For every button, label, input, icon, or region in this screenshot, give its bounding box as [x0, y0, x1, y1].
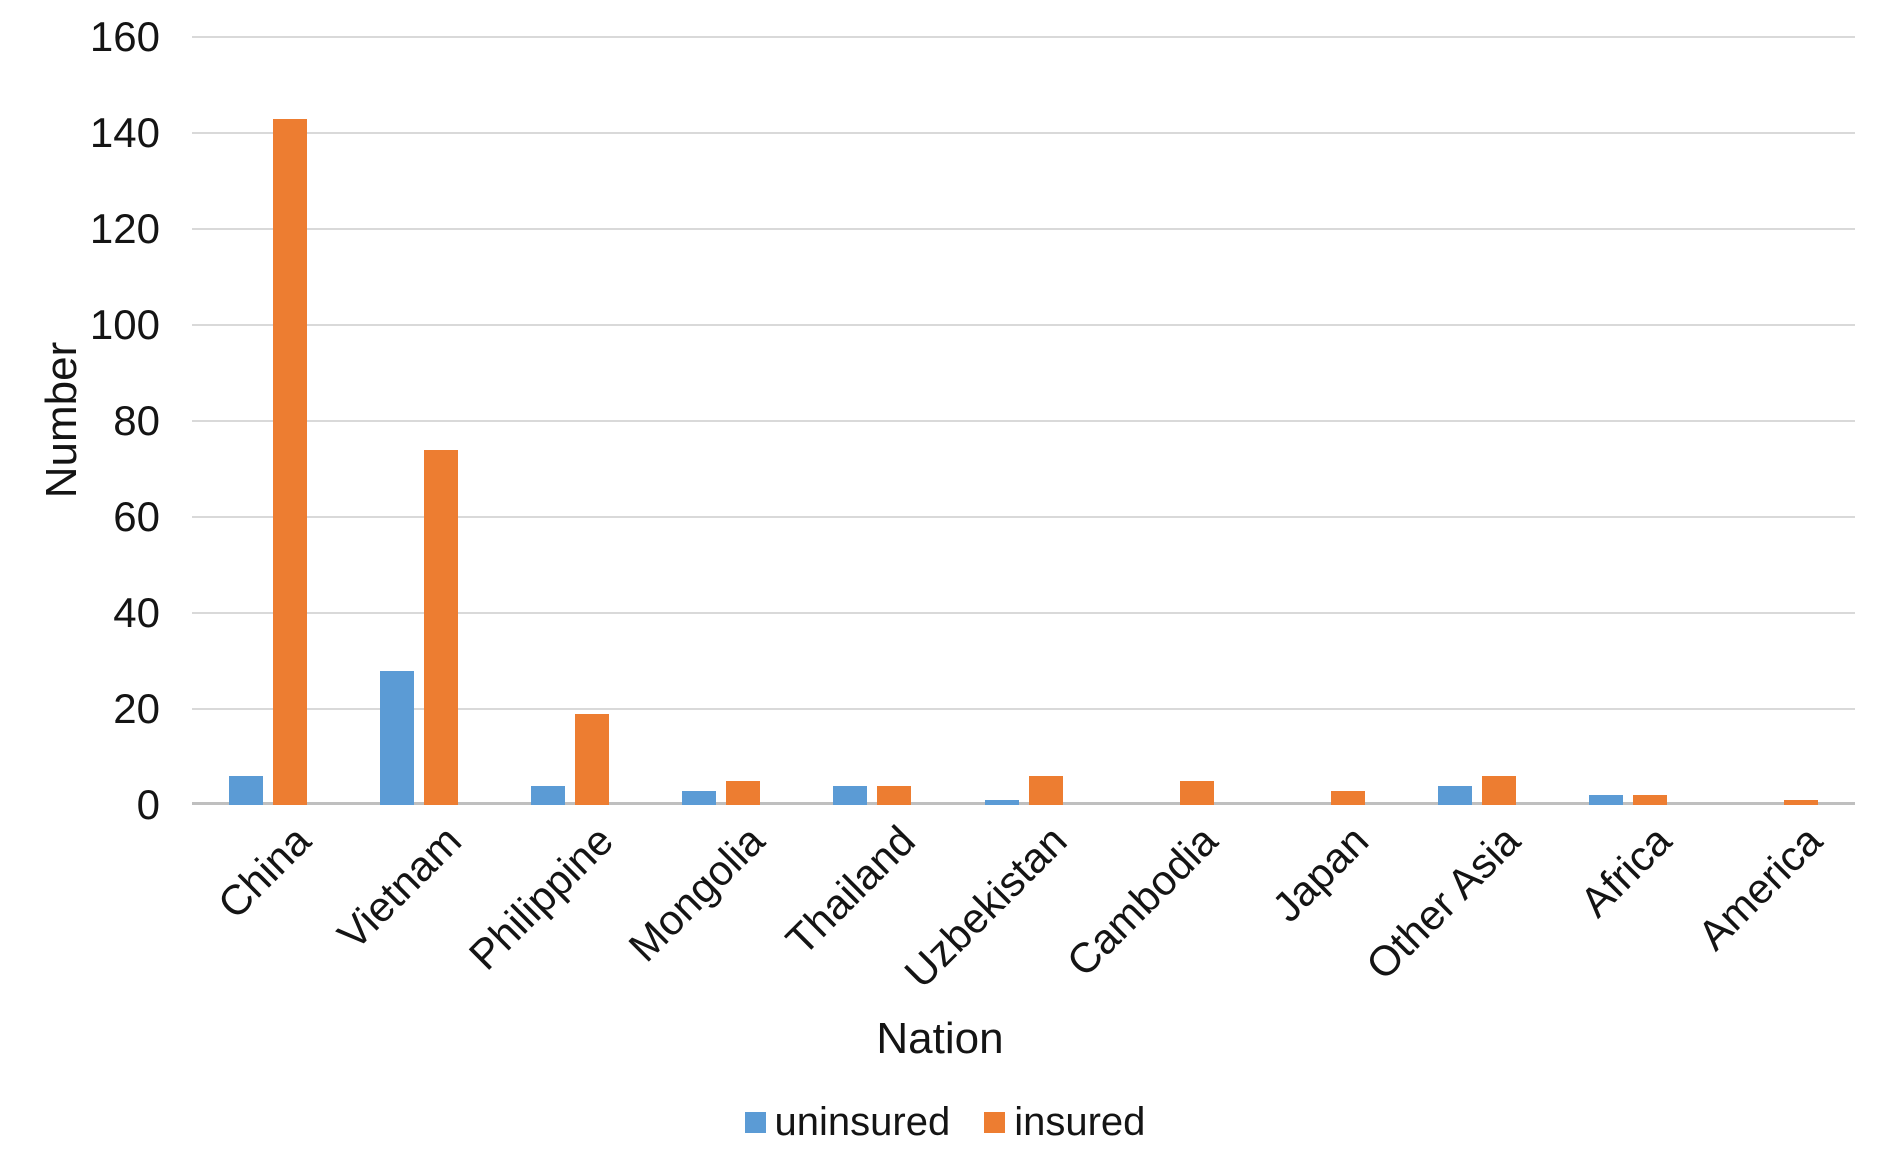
bar-insured-china [272, 118, 307, 805]
y-tick-label: 120 [89, 205, 160, 252]
bar-uninsured-africa [1589, 795, 1624, 805]
gridline [192, 228, 1855, 230]
y-tick-label: 80 [113, 397, 160, 444]
gridline [192, 420, 1855, 422]
bar-uninsured-uzbekistan [984, 800, 1019, 805]
legend-label: uninsured [774, 1099, 951, 1144]
bar-uninsured-other-asia [1438, 785, 1473, 805]
category-label-thailand: Thailand [776, 816, 925, 964]
category-label-uzbekistan: Uzbekistan [895, 816, 1076, 997]
plot-area [192, 36, 1855, 805]
gridline [192, 132, 1855, 134]
y-axis-tick-labels: 0 20 40 60 80 100 120 140 160 [0, 16, 160, 826]
y-tick-label: 100 [89, 301, 160, 348]
gridline [192, 516, 1855, 518]
gridline [192, 612, 1855, 614]
gridline [192, 708, 1855, 710]
x-axis-line [192, 802, 1855, 805]
bar-insured-thailand [877, 785, 912, 805]
y-tick-label: 40 [113, 589, 160, 636]
y-tick-label: 0 [136, 781, 160, 828]
category-label-vietnam: Vietnam [328, 816, 471, 959]
bar-insured-cambodia [1179, 781, 1214, 805]
x-axis-title: Nation [876, 1014, 1004, 1063]
y-tick-label: 140 [89, 109, 160, 156]
category-label-other-asia: Other Asia [1356, 816, 1529, 989]
gridline [192, 36, 1855, 38]
legend-label: insured [1014, 1099, 1146, 1144]
legend: uninsured insured [0, 1100, 1890, 1144]
category-label-china: China [208, 816, 320, 928]
category-label-mongolia: Mongolia [619, 816, 773, 971]
category-label-cambodia: Cambodia [1057, 816, 1227, 986]
bar-insured-uzbekistan [1028, 776, 1063, 805]
bar-insured-mongolia [726, 781, 761, 805]
category-label-america: America [1689, 816, 1832, 959]
legend-swatch-icon [744, 1111, 766, 1133]
bar-insured-america [1784, 800, 1819, 805]
bar-insured-japan [1330, 790, 1365, 805]
y-tick-label: 20 [113, 685, 160, 732]
gridline [192, 324, 1855, 326]
category-label-africa: Africa [1570, 816, 1681, 926]
legend-item-uninsured: uninsured [744, 1099, 951, 1145]
bar-uninsured-philippine [530, 785, 565, 805]
bar-uninsured-thailand [833, 785, 868, 805]
legend-item-insured: insured [984, 1100, 1145, 1145]
y-tick-label: 160 [89, 13, 160, 60]
category-label-philippine: Philippine [459, 816, 622, 979]
y-tick-label: 60 [113, 493, 160, 540]
bar-insured-philippine [574, 713, 609, 805]
bar-uninsured-mongolia [682, 790, 717, 805]
category-label-japan: Japan [1263, 816, 1378, 931]
bar-uninsured-vietnam [379, 670, 414, 805]
legend-swatch-icon [984, 1111, 1006, 1133]
bar-insured-africa [1633, 795, 1668, 805]
bar-insured-vietnam [423, 449, 458, 805]
bar-uninsured-china [228, 776, 263, 805]
bar-insured-other-asia [1482, 776, 1517, 805]
